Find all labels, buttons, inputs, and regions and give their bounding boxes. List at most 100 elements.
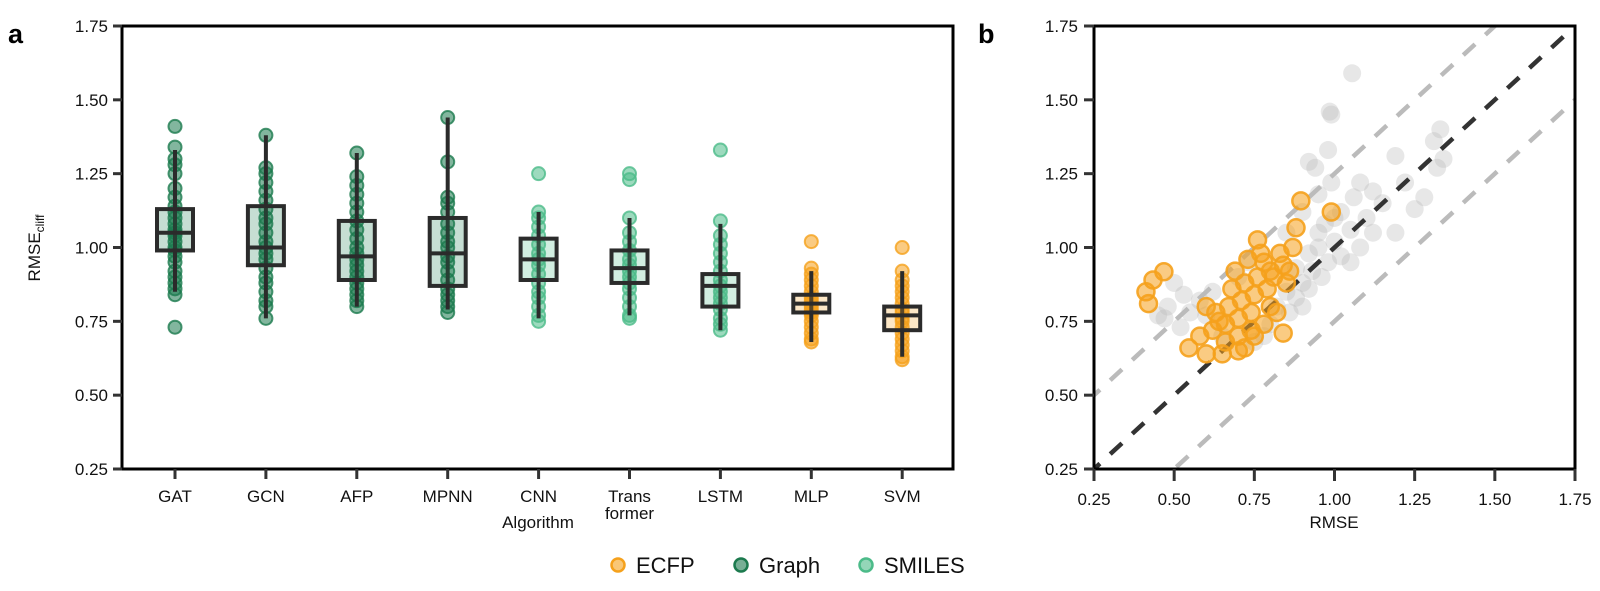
scatter-point-other <box>1299 152 1318 171</box>
y-tick-label: 1.75 <box>75 17 108 36</box>
y-axis-title-subscript: cliff <box>33 214 47 232</box>
legend-marker <box>858 557 874 573</box>
scatter-point-ecfp <box>1279 261 1300 281</box>
legend-marker <box>610 557 626 573</box>
legend-label: Graph <box>759 553 820 578</box>
x-tick-label-line: MPNN <box>423 487 473 506</box>
scatter-point-other <box>1351 173 1370 192</box>
y-tick-label: 1.00 <box>75 239 108 258</box>
panel-a-x-axis-title: Algorithm <box>502 513 574 532</box>
y-tick-label: 1.50 <box>1045 91 1078 110</box>
data-point <box>894 240 910 255</box>
panel-a-y-axis-title: RMSEcliff <box>25 214 47 282</box>
y-tick-label: 0.25 <box>75 460 108 479</box>
scatter-point-other <box>1174 285 1193 304</box>
reference-line-upper-band <box>1094 26 1499 399</box>
scatter-point-other <box>1428 158 1447 177</box>
scatter-point-other <box>1351 238 1370 257</box>
scatter-point-other <box>1386 146 1405 165</box>
x-tick-label: 1.25 <box>1398 490 1431 509</box>
panel-b-y-axis: 0.25 0.50 0.75 1.00 1.25 1.50 1.75 <box>1045 17 1094 479</box>
panel-a-boxplot: 0.25 0.50 0.75 1.00 1.25 1.50 1.75 GAT GCN AFP MP… <box>25 17 955 532</box>
x-tick-label: CNN <box>520 487 557 506</box>
scatter-point-other <box>1331 247 1350 266</box>
y-tick-label: 0.50 <box>1045 386 1078 405</box>
x-tick-label-line: GAT <box>158 487 192 506</box>
y-tick-label: 0.75 <box>75 312 108 331</box>
scatter-point-other <box>1312 268 1331 287</box>
x-tick-label: 0.50 <box>1158 490 1191 509</box>
scatter-point-other <box>1319 141 1338 160</box>
legend-marker <box>733 557 749 573</box>
legend-label: SMILES <box>884 553 965 578</box>
data-point <box>531 166 547 182</box>
x-tick-label-line: CNN <box>520 487 557 506</box>
panel-b-scatter: 0.25 0.50 0.75 1.00 1.25 1.50 1.75 0.25 0.50 0.7… <box>1045 17 1592 532</box>
x-tick-label: SVM <box>884 487 921 506</box>
scatter-point-other <box>1306 158 1325 177</box>
panel-b-x-axis-title: RMSE <box>1309 513 1358 532</box>
x-tick-label-line: AFP <box>340 487 373 506</box>
y-tick-label: 1.25 <box>75 165 108 184</box>
x-tick-label-line: former <box>605 504 654 523</box>
y-tick-label: 0.75 <box>1045 312 1078 331</box>
scatter-point-other <box>1299 244 1318 263</box>
reference-line-lower-band <box>1170 96 1575 469</box>
panel-b-x-axis: 0.25 0.50 0.75 1.00 1.25 1.50 1.75 <box>1077 469 1592 509</box>
x-tick-label-line: Trans <box>608 487 651 506</box>
scatter-point-ecfp <box>1209 311 1229 332</box>
scatter-point-other <box>1341 220 1360 239</box>
scatter-point-other <box>1309 223 1328 242</box>
scatter-point-ecfp <box>1254 252 1274 273</box>
y-tick-label: 1.00 <box>1045 239 1078 258</box>
scatter-point-other <box>1363 182 1382 201</box>
scatter-point-other <box>1322 173 1341 192</box>
panel-label-a: a <box>8 19 24 49</box>
legend: ECFP Graph SMILES <box>610 553 965 578</box>
scatter-point-other <box>1319 253 1338 272</box>
x-tick-label-line: SVM <box>884 487 921 506</box>
y-tick-label: 0.25 <box>1045 460 1078 479</box>
box <box>155 207 195 253</box>
scatter-point-other <box>1322 105 1341 124</box>
x-tick-label-line: LSTM <box>698 487 743 506</box>
scatter-point-other <box>1155 309 1174 328</box>
y-axis-title-main: RMSE <box>25 232 44 281</box>
scatter-point-other <box>1320 102 1339 121</box>
x-tick-label: GAT <box>158 487 192 506</box>
scatter-point-ecfp <box>1179 338 1199 358</box>
panel-a-x-axis: GAT GCN AFP MPNN CNN Trans former LSTM MLP SVM <box>158 469 921 523</box>
x-tick-label: 0.75 <box>1238 490 1271 509</box>
scatter-point-other <box>1415 188 1434 207</box>
scatter-point-other <box>1171 318 1190 337</box>
data-point <box>622 172 637 188</box>
data-point <box>167 319 183 335</box>
scatter-point-other <box>1343 64 1362 83</box>
scatter-point-ecfp <box>1291 191 1311 211</box>
scatter-point-other <box>1341 253 1360 272</box>
y-tick-label: 1.25 <box>1045 165 1078 184</box>
x-tick-label: AFP <box>340 487 373 506</box>
scatter-point-other <box>1424 132 1443 151</box>
x-tick-label: MPNN <box>423 487 473 506</box>
reference-line-identity <box>1094 26 1575 469</box>
scatter-point-ecfp <box>1273 323 1293 343</box>
y-tick-label: 1.75 <box>1045 17 1078 36</box>
box <box>882 304 923 333</box>
y-tick-label: 1.50 <box>75 91 108 110</box>
scatter-point-ecfp <box>1196 344 1216 364</box>
scatter-point-other <box>1386 223 1405 242</box>
panel-b-reference-lines <box>1094 26 1575 469</box>
data-point <box>712 142 728 158</box>
scatter-point-ecfp <box>1286 217 1306 238</box>
scatter-point-ecfp <box>1225 261 1245 281</box>
panel-a-y-axis: 0.25 0.50 0.75 1.00 1.25 1.50 1.75 <box>75 17 122 479</box>
x-tick-label: MLP <box>794 487 829 506</box>
x-tick-label: LSTM <box>698 487 743 506</box>
x-tick-label: 1.00 <box>1318 490 1351 509</box>
scatter-point-ecfp <box>1196 296 1216 317</box>
legend-label: ECFP <box>636 553 695 578</box>
scatter-point-other <box>1344 188 1363 207</box>
scatter-point-ecfp <box>1138 293 1159 314</box>
